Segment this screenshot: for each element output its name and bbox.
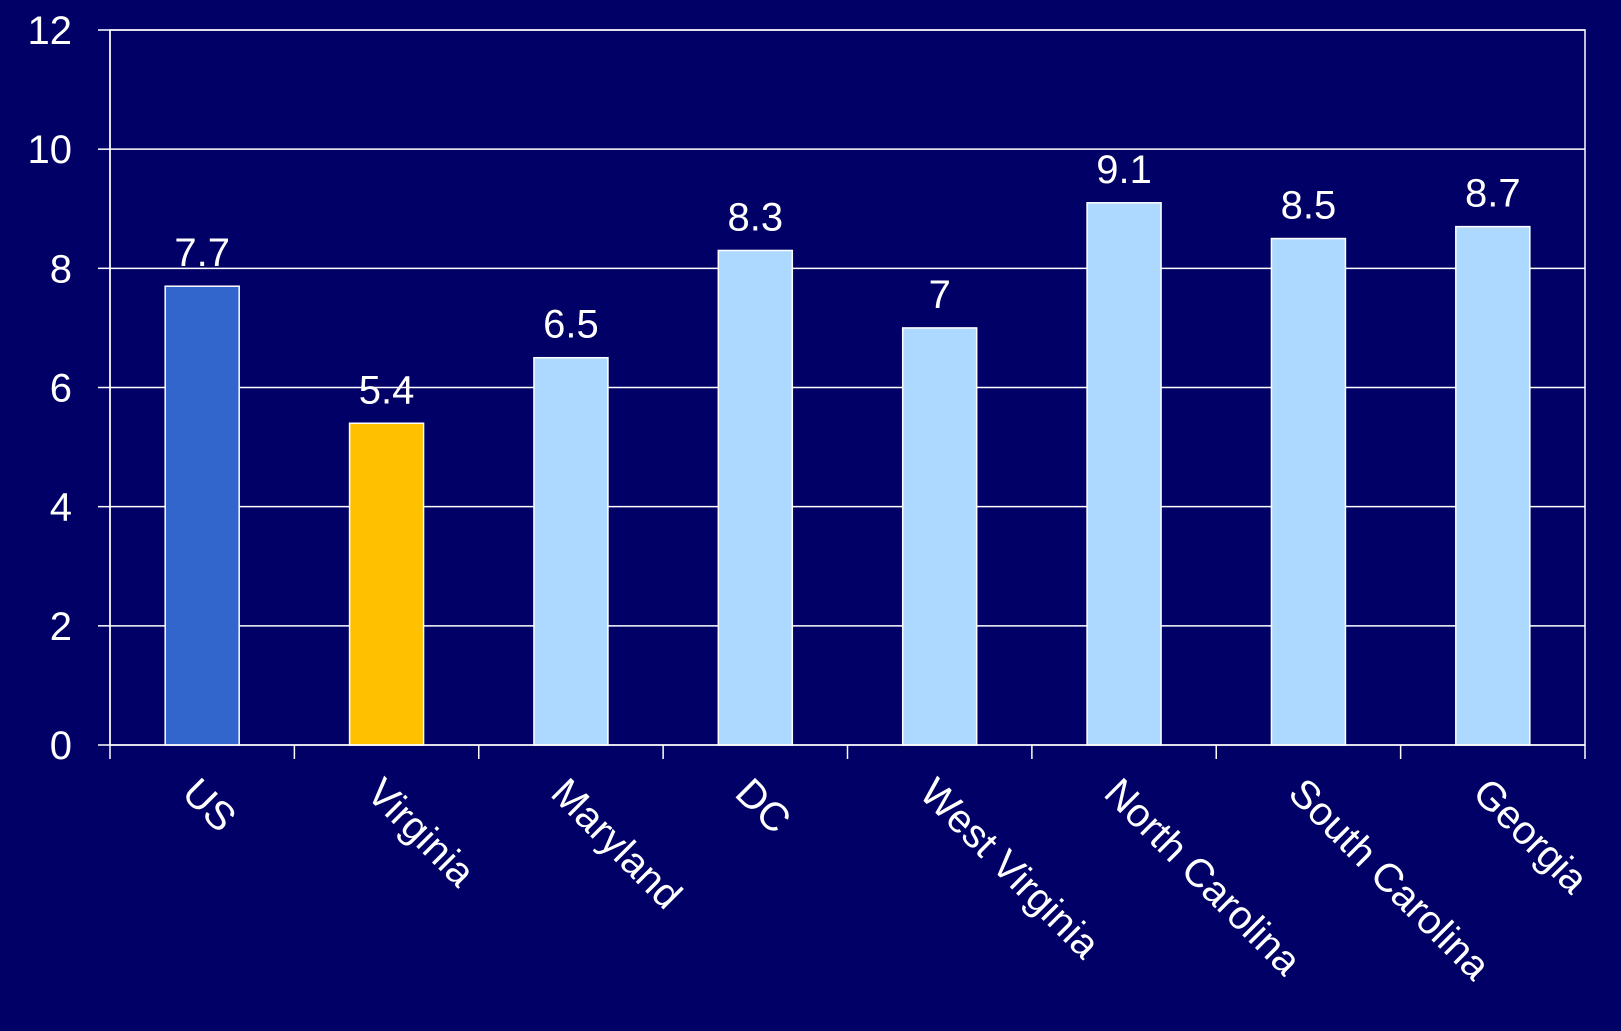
bar-georgia: [1455, 225, 1531, 746]
category-label: US: [174, 770, 244, 840]
data-label: 9.1: [1096, 148, 1152, 192]
data-label: 7: [929, 273, 951, 317]
category-label: Georgia: [1464, 770, 1596, 902]
bar-maryland: [533, 356, 609, 746]
y-tick-label: 6: [50, 367, 72, 411]
y-tick-label: 0: [50, 724, 72, 768]
category-label: Maryland: [543, 770, 690, 917]
x-tick-marks: [109, 745, 1586, 759]
data-labels: 7.7 5.4 6.5 8.3 7 9.1 8.5 8.7: [174, 148, 1520, 412]
category-label: South Carolina: [1280, 770, 1499, 989]
bar-virginia: [348, 422, 425, 746]
category-label: Virginia: [358, 770, 483, 895]
data-label: 6.5: [543, 303, 599, 347]
bar-north-carolina: [1086, 202, 1162, 746]
bar-us: [164, 285, 240, 746]
y-tick-label: 10: [28, 128, 73, 172]
data-label: 8.7: [1465, 172, 1521, 216]
category-label: West Virginia: [911, 770, 1108, 967]
gridlines: [109, 29, 1586, 746]
y-tick-labels: 0 2 4 6 8 10 12: [28, 9, 73, 768]
data-label: 7.7: [174, 231, 230, 275]
category-label: DC: [727, 770, 799, 842]
data-label: 8.5: [1281, 184, 1337, 228]
bar-dc: [717, 249, 794, 746]
bars: [164, 202, 1531, 746]
y-tick-label: 8: [50, 247, 72, 291]
bar-south-carolina: [1270, 237, 1347, 746]
bar-west-virginia: [901, 327, 978, 746]
category-label: North Carolina: [1096, 770, 1310, 984]
data-label: 5.4: [359, 368, 415, 412]
y-tick-label: 4: [50, 486, 72, 530]
y-tick-label: 2: [50, 605, 72, 649]
data-label: 8.3: [728, 195, 784, 239]
y-tick-label: 12: [28, 9, 73, 53]
